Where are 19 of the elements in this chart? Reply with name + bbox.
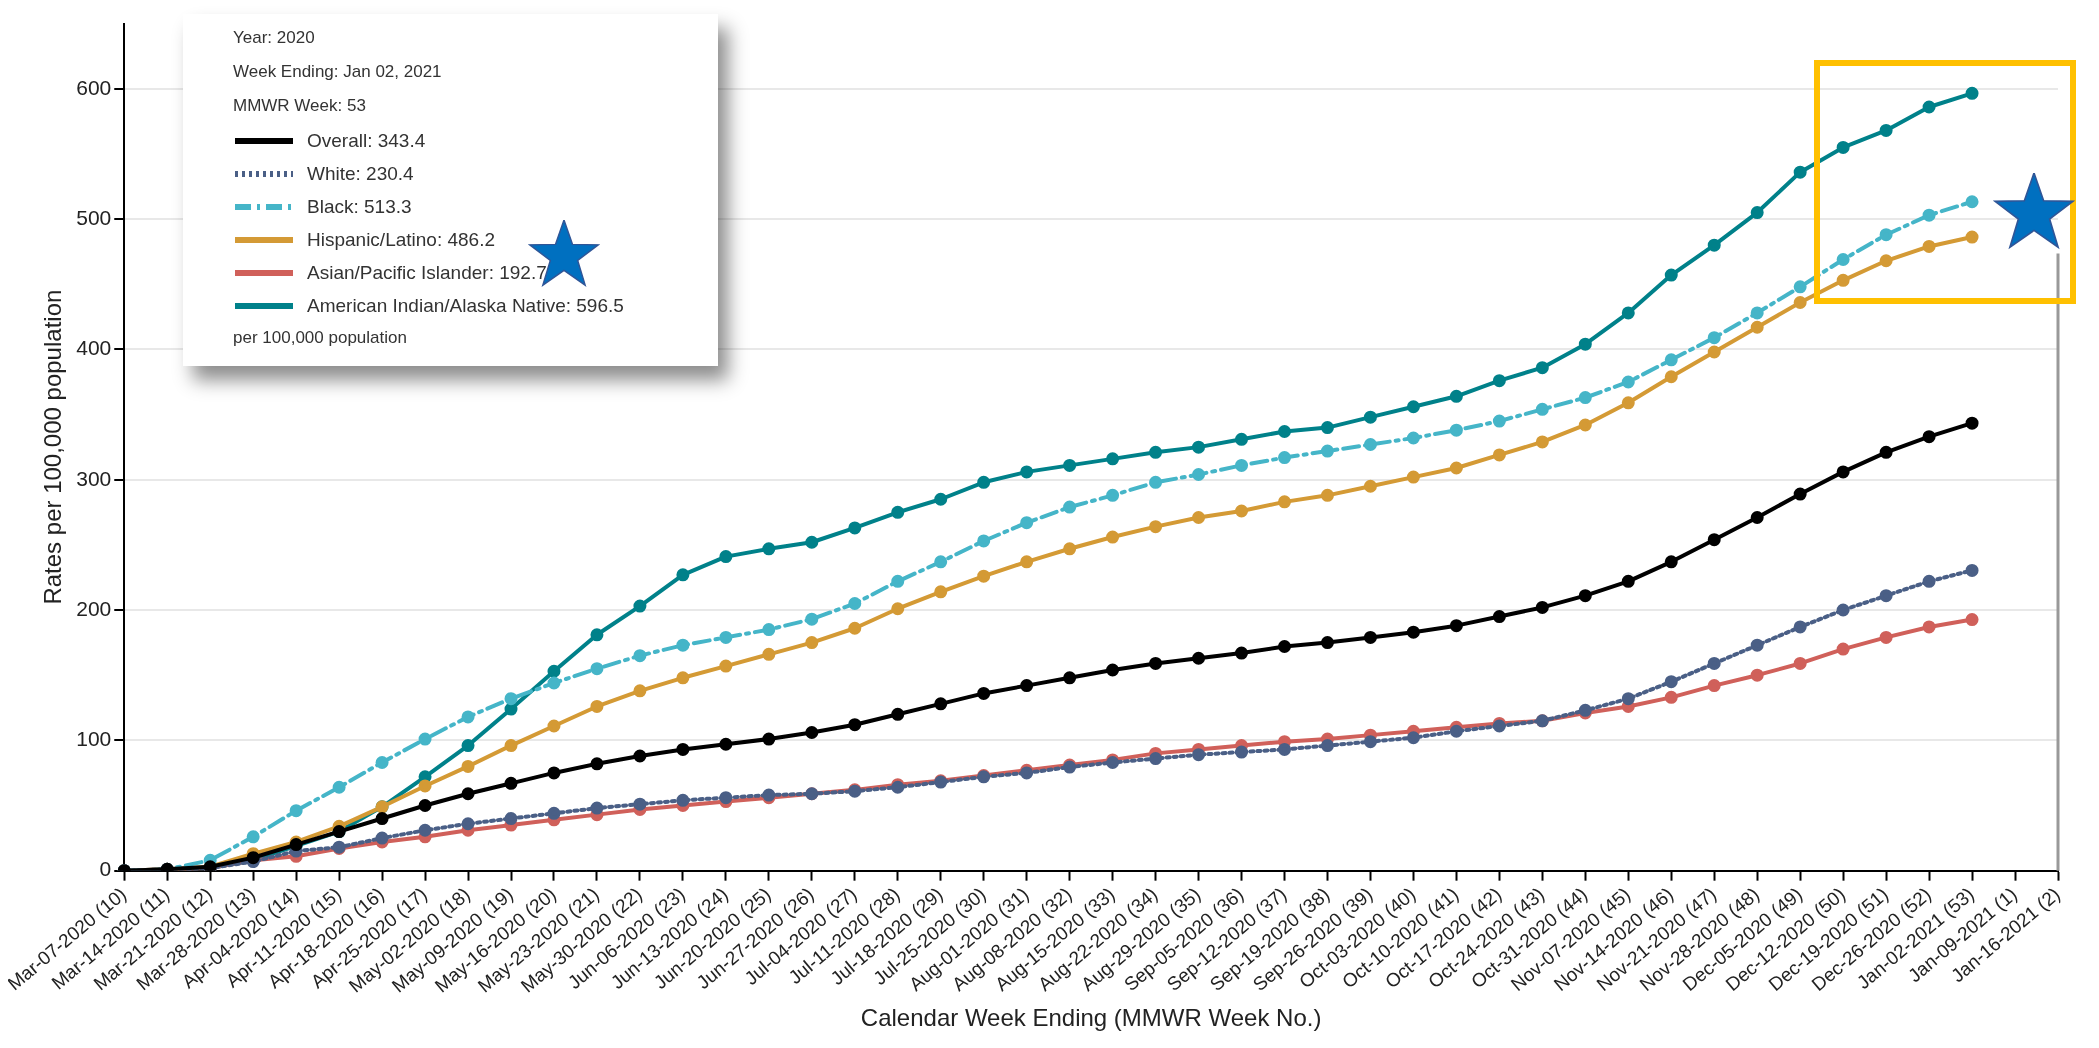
annotation: MMWR Week: 53 [233,96,367,116]
y-axis-title: Rates per 100,000 population [39,289,67,605]
annotation: Year: 2020 [233,28,316,48]
x-axis-title: Calendar Week Ending (MMWR Week No.) [860,1004,1322,1032]
legend-label: White: 230.4 [307,163,414,184]
y-tick-label: 200 [76,596,112,620]
annotation: per 100,000 population [233,328,408,348]
y-tick-label: 100 [76,727,112,751]
legend-label: Overall: 343.4 [307,130,426,151]
legend-label: Hispanic/Latino: 486.2 [307,229,496,250]
legend-label: Black: 513.3 [307,196,412,217]
legend-label: Asian/Pacific Islander: 192.7 [307,262,547,283]
y-tick-label: 600 [76,75,112,99]
y-tick-label: 500 [76,205,112,229]
y-tick-label: 400 [76,336,112,360]
y-tick-label: 0 [99,857,112,881]
legend-label: American Indian/Alaska Native: 596.5 [307,295,624,316]
annotation: Week Ending: Jan 02, 2021 [233,62,443,82]
y-tick-label: 300 [76,466,112,490]
